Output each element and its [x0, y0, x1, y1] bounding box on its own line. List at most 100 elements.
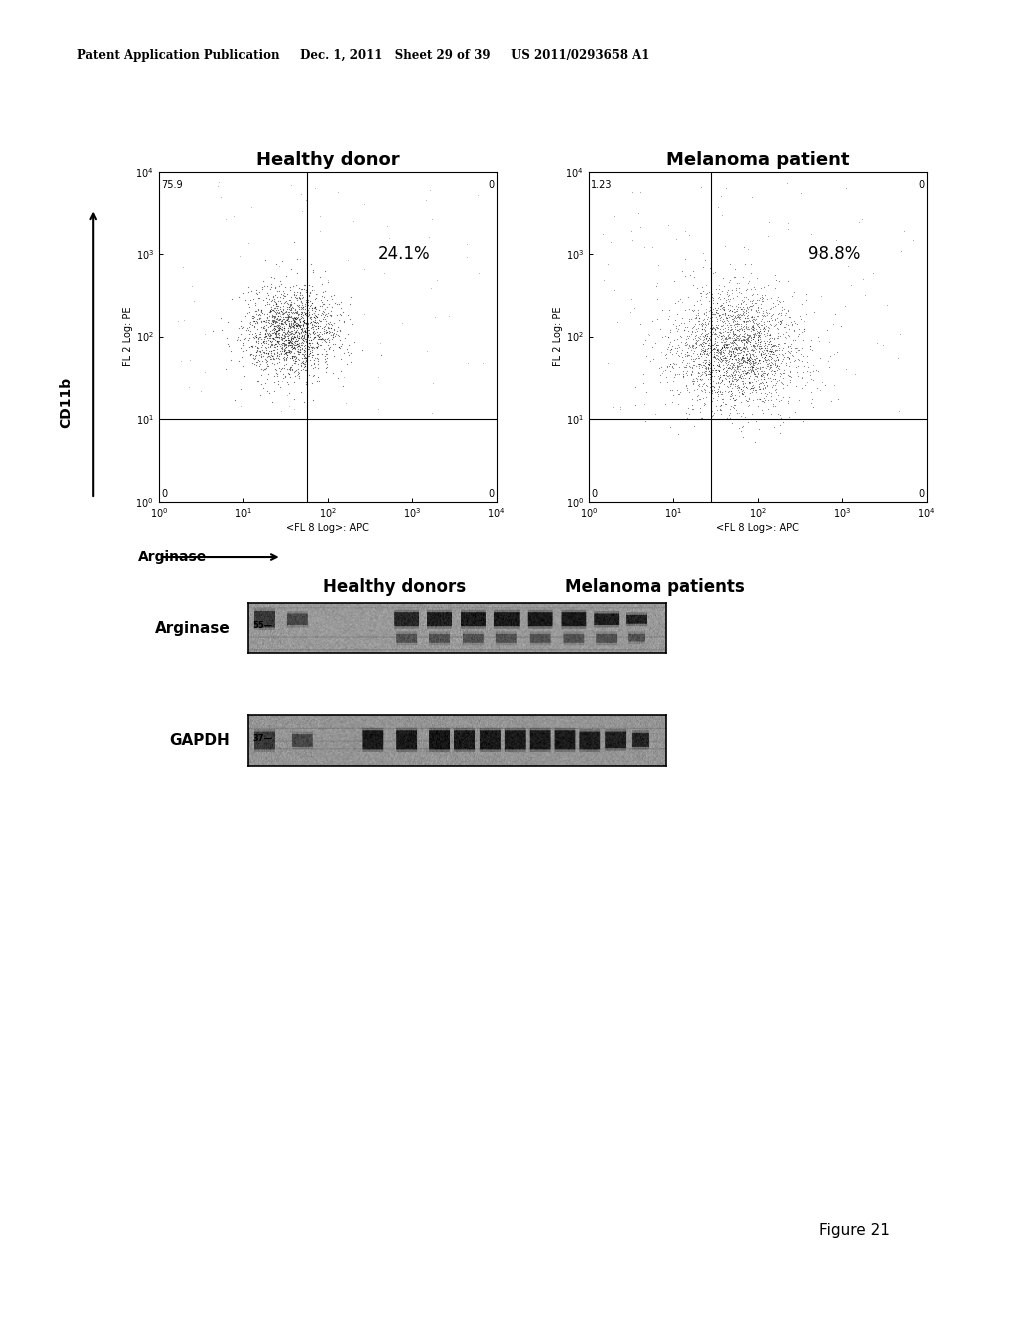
Point — [279, 296, 295, 317]
Point — [712, 367, 728, 388]
Point — [252, 305, 268, 326]
Point — [685, 374, 701, 395]
Point — [309, 315, 326, 337]
Text: CD11b: CD11b — [59, 378, 74, 428]
Point — [287, 330, 303, 351]
Point — [459, 234, 475, 255]
Point — [786, 313, 803, 334]
Point — [683, 395, 699, 416]
Point — [721, 323, 737, 345]
Point — [685, 317, 701, 338]
Point — [658, 356, 675, 378]
Point — [744, 374, 761, 395]
Point — [693, 379, 710, 400]
Point — [280, 323, 296, 345]
Point — [705, 404, 721, 425]
Point — [313, 292, 330, 313]
Point — [769, 335, 785, 356]
Point — [317, 319, 334, 341]
Point — [332, 319, 348, 341]
Point — [754, 305, 770, 326]
Point — [750, 329, 766, 350]
Point — [716, 345, 732, 366]
Point — [719, 329, 735, 350]
Point — [273, 301, 290, 322]
Point — [239, 302, 255, 323]
Point — [696, 341, 713, 362]
Point — [248, 345, 264, 366]
Point — [722, 346, 738, 367]
Point — [713, 294, 729, 315]
Point — [756, 368, 772, 389]
Point — [683, 300, 699, 321]
Point — [719, 284, 735, 305]
Point — [275, 302, 292, 323]
Point — [268, 296, 285, 317]
Point — [303, 294, 319, 315]
Point — [287, 300, 303, 321]
Point — [674, 351, 690, 372]
Point — [731, 378, 748, 399]
Point — [297, 343, 313, 364]
Point — [783, 341, 800, 362]
Point — [283, 323, 299, 345]
Point — [734, 350, 751, 371]
Point — [759, 339, 775, 360]
Point — [270, 326, 287, 347]
Point — [678, 356, 694, 378]
Point — [250, 338, 266, 359]
Point — [725, 368, 741, 389]
Point — [695, 341, 712, 362]
Point — [726, 330, 742, 351]
Point — [246, 310, 262, 331]
Point — [748, 323, 764, 345]
Point — [264, 329, 281, 350]
Point — [729, 305, 745, 326]
Point — [697, 327, 714, 348]
Point — [769, 354, 785, 375]
Point — [265, 310, 282, 331]
Point — [749, 358, 765, 379]
Point — [295, 297, 311, 318]
Point — [269, 347, 286, 368]
Point — [737, 300, 754, 321]
Point — [744, 317, 761, 338]
Point — [280, 358, 296, 379]
Point — [664, 355, 680, 376]
Point — [716, 343, 732, 364]
Point — [263, 289, 280, 310]
Point — [329, 293, 345, 314]
Point — [731, 338, 748, 359]
Point — [731, 352, 748, 374]
Point — [705, 317, 721, 338]
Point — [286, 310, 302, 331]
Point — [712, 322, 728, 343]
Point — [309, 326, 326, 347]
Point — [296, 312, 312, 333]
Point — [695, 281, 712, 302]
Point — [684, 338, 700, 359]
Point — [259, 342, 275, 363]
Point — [270, 351, 287, 372]
Point — [714, 325, 730, 346]
Point — [766, 350, 782, 371]
Point — [260, 323, 276, 345]
Point — [780, 218, 797, 239]
Point — [692, 341, 709, 362]
Point — [744, 343, 761, 364]
Point — [694, 318, 711, 339]
Point — [260, 343, 276, 364]
Point — [308, 288, 325, 309]
Point — [257, 359, 273, 380]
Point — [276, 319, 293, 341]
Point — [668, 354, 684, 375]
Point — [733, 364, 750, 385]
Point — [699, 334, 716, 355]
Point — [288, 309, 304, 330]
Point — [741, 325, 758, 346]
Point — [744, 404, 761, 425]
Point — [740, 329, 757, 350]
Point — [263, 352, 280, 374]
Point — [262, 330, 279, 351]
Point — [299, 338, 315, 359]
